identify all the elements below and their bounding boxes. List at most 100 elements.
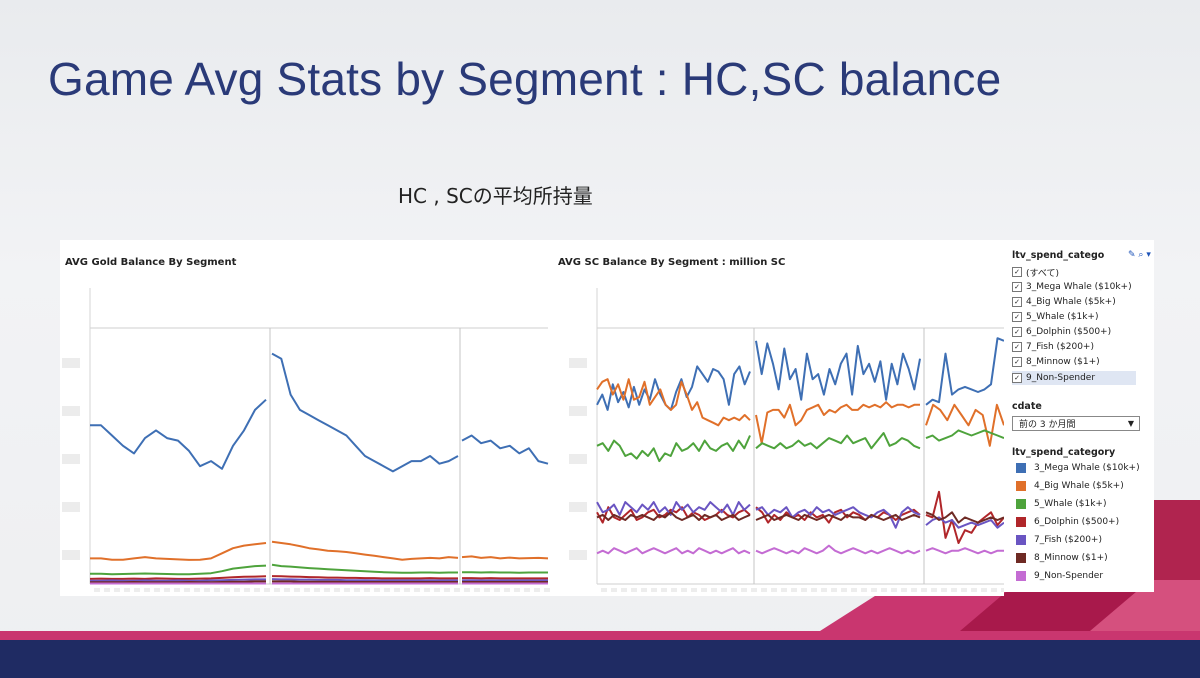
x-tick-placeholder bbox=[1001, 588, 1004, 592]
footer-band-navy bbox=[0, 640, 1200, 678]
series-line-7 bbox=[755, 506, 921, 529]
series-line-5 bbox=[271, 563, 458, 574]
series-line-8 bbox=[925, 511, 1004, 524]
y-tick-label-placeholder bbox=[569, 502, 587, 512]
x-tick-placeholder bbox=[244, 588, 250, 592]
filter-item-big-whale[interactable]: ✓ 4_Big Whale ($5k+) bbox=[1012, 295, 1116, 309]
series-line-5 bbox=[755, 432, 921, 450]
filter-item-whale[interactable]: ✓ 5_Whale ($1k+) bbox=[1012, 310, 1098, 324]
x-tick-placeholder bbox=[384, 588, 390, 592]
x-tick-placeholder bbox=[484, 588, 490, 592]
checkbox[interactable]: ✓ bbox=[1012, 282, 1022, 292]
x-tick-placeholder bbox=[364, 588, 370, 592]
x-tick-placeholder bbox=[424, 588, 430, 592]
sc-balance-chart-panel: AVG SC Balance By Segment : million SC bbox=[552, 240, 1004, 596]
legend-item: 5_Whale ($1k+) bbox=[1016, 497, 1106, 511]
filter-item-fish[interactable]: ✓ 7_Fish ($200+) bbox=[1012, 340, 1094, 354]
search-icon[interactable]: ⌕ bbox=[1138, 250, 1144, 260]
filter-item-minnow[interactable]: ✓ 8_Minnow ($1+) bbox=[1012, 355, 1100, 369]
legend-item: 8_Minnow ($1+) bbox=[1016, 551, 1108, 565]
filter-item-mega-whale[interactable]: ✓ 3_Mega Whale ($10k+) bbox=[1012, 280, 1132, 294]
x-tick-placeholder bbox=[741, 588, 747, 592]
x-tick-placeholder bbox=[951, 588, 957, 592]
checkbox[interactable]: ✓ bbox=[1012, 267, 1022, 277]
series-line-6 bbox=[271, 575, 458, 580]
x-tick-placeholder bbox=[544, 588, 550, 592]
x-tick-placeholder bbox=[474, 588, 480, 592]
filter-item-all[interactable]: ✓ (すべて) bbox=[1012, 265, 1059, 279]
series-line-9 bbox=[755, 544, 921, 555]
x-tick-placeholder bbox=[344, 588, 350, 592]
cdate-dropdown[interactable]: 前の 3 か月間 ▼ bbox=[1012, 416, 1140, 431]
x-tick-placeholder bbox=[304, 588, 310, 592]
x-tick-placeholder bbox=[661, 588, 667, 592]
cdate-dropdown-value: 前の 3 か月間 bbox=[1019, 420, 1076, 430]
x-tick-placeholder bbox=[881, 588, 887, 592]
x-tick-placeholder bbox=[164, 588, 170, 592]
x-tick-placeholder bbox=[841, 588, 847, 592]
series-line-3 bbox=[461, 434, 549, 465]
x-tick-placeholder bbox=[114, 588, 120, 592]
y-tick-label-placeholder bbox=[62, 550, 80, 560]
slide-subtitle: HC , SCの平均所持量 bbox=[398, 184, 593, 208]
series-line-5 bbox=[596, 435, 751, 463]
filter-clear-icon[interactable]: ✎ bbox=[1128, 250, 1136, 260]
series-line-4 bbox=[596, 378, 751, 427]
x-tick-placeholder bbox=[831, 588, 837, 592]
ltv-filter-heading: ltv_spend_catego bbox=[1012, 250, 1105, 261]
filter-tools[interactable]: ✎ ⌕ ▾ bbox=[1128, 250, 1151, 260]
x-tick-placeholder bbox=[104, 588, 110, 592]
legend-title: ltv_spend_category bbox=[1012, 447, 1116, 458]
legend-item: 4_Big Whale ($5k+) bbox=[1016, 479, 1124, 493]
y-tick-label-placeholder bbox=[62, 502, 80, 512]
x-tick-placeholder bbox=[971, 588, 977, 592]
checkbox[interactable]: ✓ bbox=[1012, 342, 1022, 352]
x-tick-placeholder bbox=[174, 588, 180, 592]
filter-item-dolphin[interactable]: ✓ 6_Dolphin ($500+) bbox=[1012, 325, 1111, 339]
checkbox[interactable]: ✓ bbox=[1012, 373, 1022, 383]
x-tick-placeholder bbox=[611, 588, 617, 592]
x-tick-placeholder bbox=[124, 588, 130, 592]
series-line-6 bbox=[89, 575, 267, 580]
series-line-6 bbox=[596, 506, 751, 524]
checkbox[interactable]: ✓ bbox=[1012, 327, 1022, 337]
x-tick-placeholder bbox=[911, 588, 917, 592]
series-line-7 bbox=[596, 501, 751, 516]
filter-legend-panel: ltv_spend_catego ✎ ⌕ ▾ ✓ (すべて) ✓ 3_Mega Wh… bbox=[1004, 240, 1154, 592]
legend-swatch bbox=[1016, 553, 1026, 563]
x-tick-placeholder bbox=[324, 588, 330, 592]
x-tick-placeholder bbox=[701, 588, 707, 592]
x-tick-placeholder bbox=[631, 588, 637, 592]
series-line-8 bbox=[272, 580, 458, 583]
legend-swatch bbox=[1016, 499, 1026, 509]
x-tick-placeholder bbox=[811, 588, 817, 592]
x-tick-placeholder bbox=[144, 588, 150, 592]
y-tick-label-placeholder bbox=[62, 358, 80, 368]
x-tick-placeholder bbox=[494, 588, 500, 592]
filter-item-non-spender[interactable]: ✓ 9_Non-Spender bbox=[1012, 371, 1136, 385]
x-tick-placeholder bbox=[761, 588, 767, 592]
checkbox[interactable]: ✓ bbox=[1012, 357, 1022, 367]
chevron-down-icon: ▼ bbox=[1127, 419, 1134, 428]
checkbox[interactable]: ✓ bbox=[1012, 297, 1022, 307]
x-tick-placeholder bbox=[434, 588, 440, 592]
y-tick-label-placeholder bbox=[569, 454, 587, 464]
x-tick-placeholder bbox=[394, 588, 400, 592]
x-tick-placeholder bbox=[791, 588, 797, 592]
x-tick-placeholder bbox=[314, 588, 320, 592]
x-tick-placeholder bbox=[534, 588, 540, 592]
x-tick-placeholder bbox=[771, 588, 777, 592]
x-tick-placeholder bbox=[184, 588, 190, 592]
x-tick-placeholder bbox=[671, 588, 677, 592]
x-tick-placeholder bbox=[444, 588, 450, 592]
x-tick-placeholder bbox=[414, 588, 420, 592]
x-tick-placeholder bbox=[224, 588, 230, 592]
legend-swatch bbox=[1016, 571, 1026, 581]
legend-swatch bbox=[1016, 481, 1026, 491]
x-tick-placeholder bbox=[691, 588, 697, 592]
x-tick-placeholder bbox=[514, 588, 520, 592]
x-tick-placeholder bbox=[404, 588, 410, 592]
chevron-down-icon[interactable]: ▾ bbox=[1146, 250, 1151, 260]
x-tick-placeholder bbox=[154, 588, 160, 592]
checkbox[interactable]: ✓ bbox=[1012, 312, 1022, 322]
